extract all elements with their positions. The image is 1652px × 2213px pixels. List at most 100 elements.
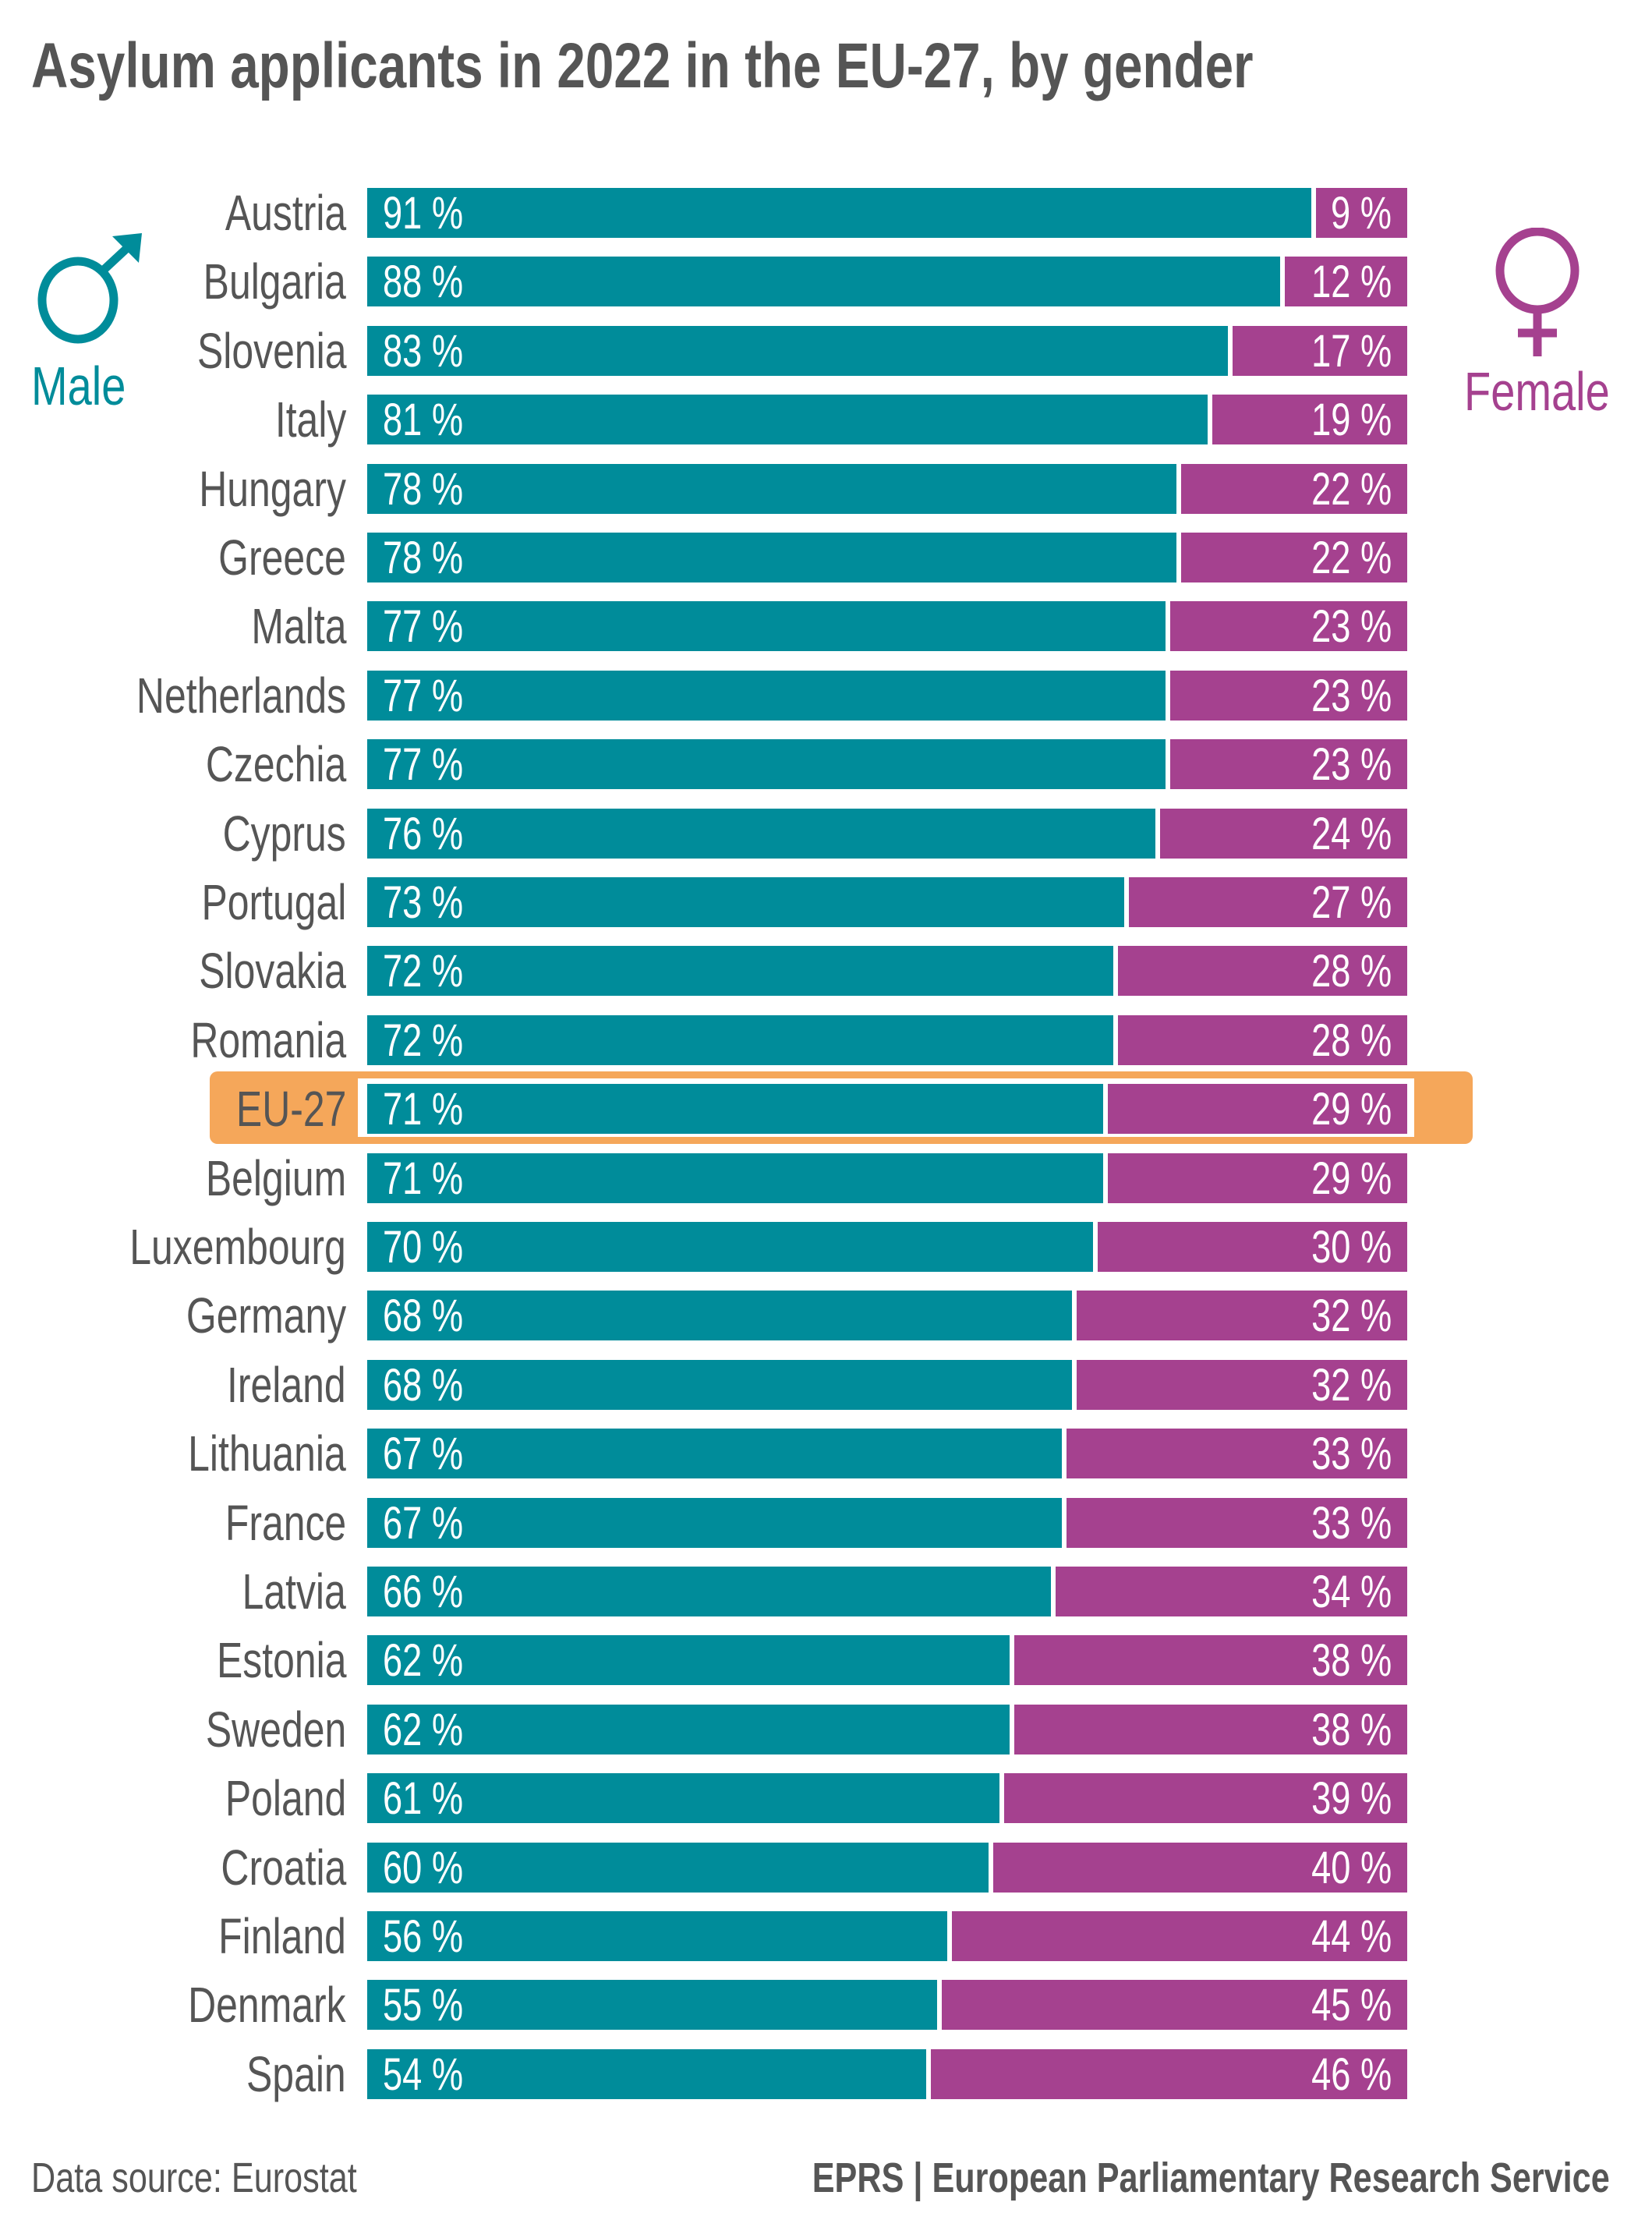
male-value-label: 71 %: [383, 1153, 464, 1204]
male-value-label: 78 %: [383, 533, 464, 583]
category-label: EU-27: [235, 1081, 346, 1138]
bar-male: [367, 739, 1166, 790]
female-value-label: 12 %: [1311, 257, 1392, 308]
category-label: Austria: [225, 185, 346, 241]
category-label: Finland: [218, 1908, 346, 1964]
male-value-label: 88 %: [383, 257, 464, 308]
bar-female: [1159, 808, 1407, 859]
male-value-label: 70 %: [383, 1222, 464, 1273]
male-value-label: 67 %: [383, 1429, 464, 1480]
male-value-label: 81 %: [383, 395, 464, 446]
category-label: Hungary: [199, 460, 346, 517]
male-value-label: 62 %: [383, 1635, 464, 1687]
category-label: Cyprus: [222, 805, 346, 862]
category-label: Croatia: [221, 1839, 346, 1896]
female-value-label: 19 %: [1311, 395, 1392, 446]
category-label: Denmark: [188, 1977, 346, 2034]
bar-female: [1284, 257, 1407, 307]
bar-male: [367, 1153, 1104, 1203]
female-value-label: 23 %: [1311, 739, 1392, 791]
female-label: Female: [1464, 361, 1610, 422]
category-label: Slovenia: [196, 322, 346, 379]
bar-female: [1014, 1704, 1407, 1754]
bar-male: [367, 1567, 1052, 1616]
female-value-label: 38 %: [1311, 1635, 1392, 1687]
bar-male: [367, 1084, 1104, 1135]
bar-female: [1170, 601, 1407, 652]
category-label: Germany: [186, 1287, 346, 1344]
male-value-label: 73 %: [383, 877, 464, 928]
female-value-label: 32 %: [1311, 1359, 1392, 1411]
male-value-label: 67 %: [383, 1497, 464, 1549]
bar-male: [367, 1222, 1093, 1272]
male-symbol-icon: [37, 233, 142, 344]
male-value-label: 56 %: [383, 1911, 464, 1962]
bar-male: [367, 1359, 1073, 1410]
bar-male: [367, 1911, 948, 1961]
data-source: Data source: Eurostat: [31, 2155, 357, 2201]
bar-male: [367, 1842, 989, 1893]
bar-female: [1097, 1222, 1407, 1272]
bar-female: [1170, 739, 1407, 790]
female-value-label: 17 %: [1311, 325, 1392, 377]
male-value-label: 78 %: [383, 463, 464, 515]
bar-female: [1118, 1014, 1407, 1065]
female-value-label: 30 %: [1311, 1222, 1392, 1273]
category-label: Czechia: [205, 736, 346, 793]
male-value-label: 71 %: [383, 1084, 464, 1135]
bar-male: [367, 463, 1176, 514]
male-value-label: 77 %: [383, 739, 464, 791]
male-value-label: 77 %: [383, 670, 464, 721]
bar-female: [941, 1980, 1407, 2031]
bar-female: [1315, 188, 1407, 238]
bar-male: [367, 1704, 1010, 1754]
female-value-label: 9 %: [1331, 188, 1392, 239]
bar-female: [1056, 1567, 1407, 1616]
bar-male: [367, 2048, 927, 2099]
category-label: Bulgaria: [203, 253, 346, 310]
bar-male: [367, 601, 1166, 652]
bar-female: [993, 1842, 1407, 1893]
male-value-label: 77 %: [383, 601, 464, 653]
bar-female: [1066, 1429, 1407, 1479]
bar-male: [367, 877, 1124, 927]
bar-male: [367, 808, 1155, 859]
female-value-label: 33 %: [1311, 1497, 1392, 1549]
bar-female: [1108, 1084, 1407, 1135]
female-value-label: 23 %: [1311, 601, 1392, 653]
category-label: Spain: [246, 2045, 346, 2102]
male-value-label: 72 %: [383, 1014, 464, 1066]
bar-female: [1003, 1773, 1407, 1824]
male-value-label: 68 %: [383, 1291, 464, 1342]
female-value-label: 29 %: [1311, 1084, 1392, 1135]
category-label: Sweden: [205, 1701, 346, 1758]
bar-female: [1212, 395, 1407, 445]
bar-female: [1014, 1635, 1407, 1686]
bar-male: [367, 1429, 1062, 1479]
male-value-label: 68 %: [383, 1359, 464, 1411]
female-value-label: 23 %: [1311, 670, 1392, 721]
male-value-label: 91 %: [383, 188, 464, 239]
bar-male: [367, 188, 1311, 238]
female-value-label: 46 %: [1311, 2048, 1392, 2100]
female-symbol-icon: [1495, 228, 1579, 356]
male-value-label: 76 %: [383, 808, 464, 859]
category-label: France: [225, 1494, 346, 1551]
bar-female: [1108, 1153, 1407, 1203]
male-value-label: 83 %: [383, 325, 464, 377]
female-value-label: 27 %: [1311, 877, 1392, 928]
bar-female: [931, 2048, 1407, 2099]
female-value-label: 32 %: [1311, 1291, 1392, 1342]
bar-male: [367, 1773, 999, 1824]
female-value-label: 29 %: [1311, 1153, 1392, 1204]
category-label: Estonia: [216, 1632, 346, 1689]
female-value-label: 34 %: [1311, 1567, 1392, 1617]
male-value-label: 55 %: [383, 1980, 464, 2031]
female-value-label: 28 %: [1311, 946, 1392, 997]
male-value-label: 62 %: [383, 1704, 464, 1755]
bar-female: [1180, 463, 1407, 514]
bar-female: [1233, 325, 1407, 376]
bar-female: [1180, 533, 1407, 582]
bar-male: [367, 946, 1114, 997]
female-value-label: 22 %: [1311, 533, 1392, 583]
